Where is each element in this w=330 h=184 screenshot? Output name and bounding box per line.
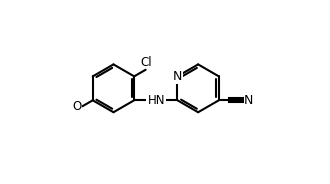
Text: N: N [244,94,253,107]
Text: O: O [72,100,82,113]
Text: HN: HN [148,94,165,107]
Text: Cl: Cl [141,56,152,69]
Text: N: N [173,70,182,83]
